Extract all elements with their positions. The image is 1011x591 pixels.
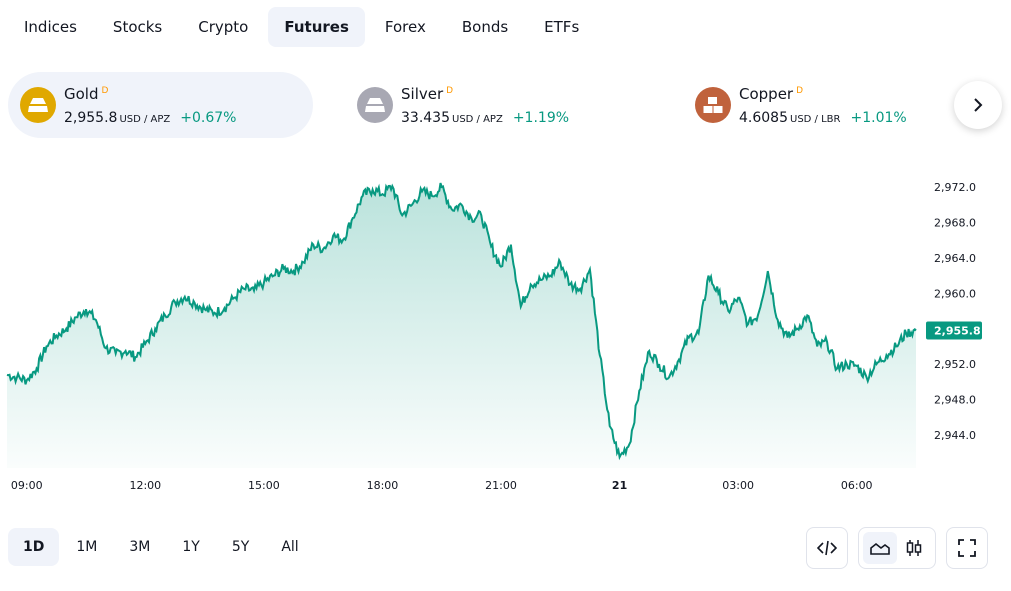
y-tick-label: 2,948.0 bbox=[934, 394, 976, 407]
range-1y[interactable]: 1Y bbox=[182, 539, 200, 555]
y-tick-label: 2,972.0 bbox=[934, 181, 976, 194]
range-all[interactable]: All bbox=[281, 539, 299, 555]
silver-bars-icon bbox=[357, 87, 393, 123]
x-tick-label: 18:00 bbox=[367, 479, 399, 492]
ticker-price: 2,955.8 bbox=[64, 109, 118, 126]
delayed-flag: D bbox=[796, 85, 804, 96]
ticker-name: Gold bbox=[64, 84, 99, 103]
delayed-flag: D bbox=[446, 85, 454, 96]
range-1d[interactable]: 1D bbox=[8, 528, 60, 566]
price-chart[interactable]: 2,972.02,968.02,964.02,960.02,956.02,952… bbox=[0, 150, 1011, 500]
ticker-change: +0.67% bbox=[180, 109, 237, 126]
x-tick-label: 21:00 bbox=[485, 479, 517, 492]
range-selector: 1D 1M 3M 1Y 5Y All bbox=[8, 528, 316, 566]
next-tickers-button[interactable] bbox=[954, 81, 1002, 129]
tab-indices[interactable]: Indices bbox=[24, 18, 77, 36]
embed-button[interactable] bbox=[806, 527, 848, 569]
chevron-right-icon bbox=[974, 98, 983, 112]
gold-bars-icon bbox=[20, 87, 56, 123]
fullscreen-button[interactable] bbox=[946, 527, 988, 569]
y-tick-label: 2,960.0 bbox=[934, 287, 976, 300]
svg-text:2,955.8: 2,955.8 bbox=[934, 324, 981, 337]
copper-blocks-icon bbox=[695, 87, 731, 123]
ticker-name: Copper bbox=[739, 84, 794, 103]
price-area bbox=[7, 183, 916, 468]
x-tick-label: 12:00 bbox=[129, 479, 161, 492]
price-line bbox=[6, 182, 917, 461]
range-1m[interactable]: 1M bbox=[76, 539, 98, 555]
x-tick-label: 15:00 bbox=[248, 479, 280, 492]
y-axis: 2,972.02,968.02,964.02,960.02,956.02,952… bbox=[934, 181, 976, 442]
y-tick-label: 2,964.0 bbox=[934, 252, 976, 265]
ticker-name: Silver bbox=[401, 84, 444, 103]
candlestick-button[interactable] bbox=[897, 532, 931, 564]
y-tick-label: 2,944.0 bbox=[934, 429, 976, 442]
ticker-card-silver[interactable]: Silver D 33.435 USD / APZ +1.19% bbox=[345, 72, 635, 138]
ticker-unit: USD / APZ bbox=[119, 113, 171, 125]
y-tick-label: 2,968.0 bbox=[934, 216, 976, 229]
y-tick-label: 2,952.0 bbox=[934, 358, 976, 371]
ticker-price: 33.435 bbox=[401, 109, 450, 126]
ticker-card-copper[interactable]: Copper D 4.6085 USD / LBR +1.01% bbox=[683, 72, 943, 138]
ticker-unit: USD / LBR bbox=[790, 113, 841, 125]
tab-futures[interactable]: Futures bbox=[268, 7, 365, 47]
ticker-change: +1.19% bbox=[512, 109, 570, 126]
x-tick-label: 06:00 bbox=[841, 479, 873, 492]
x-tick-label: 21 bbox=[612, 479, 627, 492]
range-3m[interactable]: 3M bbox=[129, 539, 151, 555]
ticker-unit: USD / APZ bbox=[452, 113, 503, 125]
delayed-flag: D bbox=[101, 85, 109, 96]
candlestick-icon bbox=[906, 540, 922, 556]
tab-crypto[interactable]: Crypto bbox=[198, 18, 249, 36]
last-price-tag: 2,955.8 bbox=[926, 321, 982, 340]
tab-stocks[interactable]: Stocks bbox=[112, 18, 163, 36]
market-tabs: Indices Stocks Crypto Futures Forex Bond… bbox=[8, 7, 599, 47]
range-5y[interactable]: 5Y bbox=[231, 539, 250, 555]
x-tick-label: 09:00 bbox=[11, 479, 43, 492]
code-icon bbox=[817, 540, 837, 556]
ticker-card-gold[interactable]: Gold D 2,955.8 USD / APZ +0.67% bbox=[8, 72, 313, 138]
chart-style-toggle bbox=[858, 527, 936, 569]
x-tick-label: 03:00 bbox=[722, 479, 754, 492]
area-chart-button[interactable] bbox=[863, 532, 897, 564]
ticker-price: 4.6085 bbox=[739, 109, 788, 126]
tab-bonds[interactable]: Bonds bbox=[461, 18, 509, 36]
fullscreen-icon bbox=[958, 539, 976, 557]
ticker-change: +1.01% bbox=[850, 109, 907, 126]
tab-forex[interactable]: Forex bbox=[384, 18, 426, 36]
area-chart-icon bbox=[870, 542, 890, 555]
tab-etfs[interactable]: ETFs bbox=[544, 18, 580, 36]
x-axis: 09:00 12:00 15:00 18:00 21:00 21 03:00 06:00 bbox=[11, 479, 873, 492]
